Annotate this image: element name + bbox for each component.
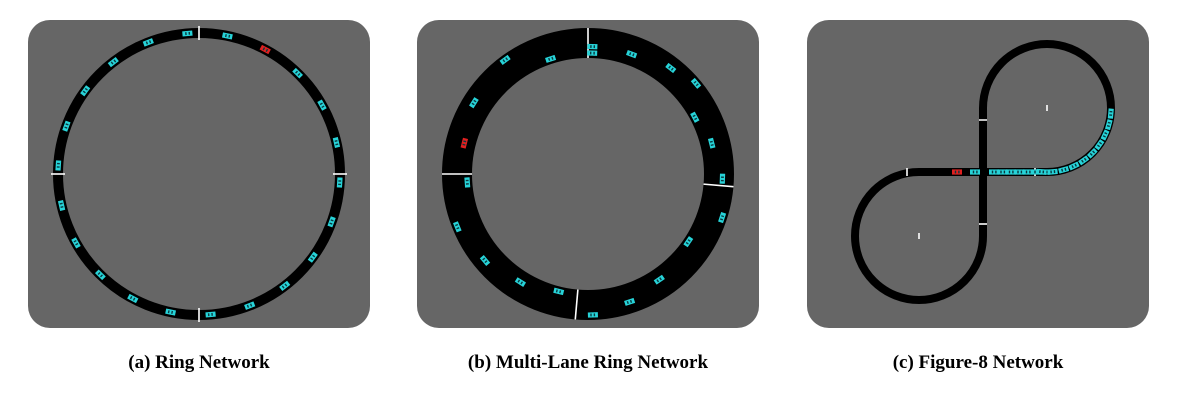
vehicle <box>653 274 665 285</box>
vehicle <box>989 169 999 175</box>
vehicle <box>587 50 598 56</box>
vehicle <box>499 54 511 65</box>
vehicle <box>127 293 139 304</box>
vehicle <box>55 160 62 171</box>
vehicle <box>1107 108 1114 119</box>
vehicle <box>1036 168 1047 175</box>
vehicle <box>1006 169 1016 175</box>
controlled-vehicle <box>460 137 469 149</box>
caption-multi-lane-ring-network: (b) Multi-Lane Ring Network <box>467 352 709 373</box>
vehicle <box>1014 169 1025 175</box>
vehicle <box>62 120 71 132</box>
controlled-vehicle <box>259 44 271 55</box>
vehicle <box>71 237 81 249</box>
vehicle <box>587 312 598 318</box>
vehicle <box>718 212 727 224</box>
lower-loop-road <box>851 168 987 304</box>
vehicle <box>545 54 557 63</box>
vehicle <box>205 311 216 318</box>
vehicle <box>165 308 177 316</box>
multi-lane-ring-network-diagram <box>417 20 759 328</box>
vehicle <box>317 99 327 111</box>
vehicle <box>683 236 694 248</box>
vehicle <box>1094 139 1105 151</box>
vehicle <box>221 32 233 40</box>
vehicle <box>626 50 638 59</box>
edge-marker <box>703 183 734 188</box>
vehicle <box>690 77 702 89</box>
vehicle <box>1086 147 1098 159</box>
panel-background <box>28 20 370 328</box>
edge-marker <box>574 289 579 320</box>
controlled-vehicle <box>952 169 962 175</box>
vehicle <box>1068 161 1080 171</box>
vehicle <box>336 177 343 188</box>
vehicle <box>514 277 527 287</box>
vehicle <box>182 30 193 37</box>
vehicle <box>690 111 700 123</box>
vehicle <box>142 38 154 47</box>
vehicle <box>1100 129 1110 141</box>
vehicle <box>279 280 291 292</box>
vehicle <box>80 85 91 97</box>
vehicle <box>553 287 565 296</box>
vehicle <box>1047 168 1058 175</box>
vehicle <box>464 177 471 188</box>
vehicle <box>1078 155 1090 166</box>
vehicle <box>307 251 318 263</box>
vehicle <box>997 169 1008 175</box>
vehicle <box>624 297 636 306</box>
caption-ring-network: (a) Ring Network <box>128 352 270 373</box>
vehicle <box>1104 119 1113 131</box>
vehicle <box>244 301 256 310</box>
vehicle <box>292 67 303 79</box>
ring-network-panel <box>28 20 370 328</box>
vehicle <box>453 221 462 233</box>
vehicle <box>587 43 598 50</box>
vehicle <box>332 137 341 148</box>
vehicle <box>1058 165 1070 174</box>
vehicle <box>665 62 677 74</box>
vehicle <box>719 173 726 184</box>
vehicle <box>327 216 336 228</box>
vehicle <box>107 56 119 68</box>
panel-background <box>417 20 759 328</box>
figure-8-network-diagram <box>807 20 1149 328</box>
multi-lane-ring-network-panel <box>417 20 759 328</box>
vehicle <box>479 254 491 267</box>
vehicle <box>970 169 980 175</box>
caption-figure-8-network: (c) Figure-8 Network <box>892 352 1064 373</box>
vehicle <box>57 200 66 211</box>
vehicle <box>1023 169 1033 175</box>
ring-network-diagram <box>28 20 370 328</box>
vehicle <box>469 97 479 109</box>
vehicle <box>707 137 716 149</box>
vehicle <box>95 269 106 281</box>
figure-8-network-panel <box>807 20 1149 328</box>
